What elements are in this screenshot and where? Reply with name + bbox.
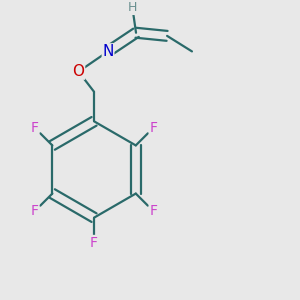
Text: N: N — [102, 44, 114, 59]
Text: F: F — [149, 121, 158, 135]
Text: F: F — [149, 204, 158, 218]
Text: F: F — [90, 236, 98, 250]
Text: F: F — [31, 204, 39, 218]
Text: H: H — [128, 2, 138, 14]
Text: F: F — [31, 121, 39, 135]
Text: O: O — [73, 64, 85, 79]
